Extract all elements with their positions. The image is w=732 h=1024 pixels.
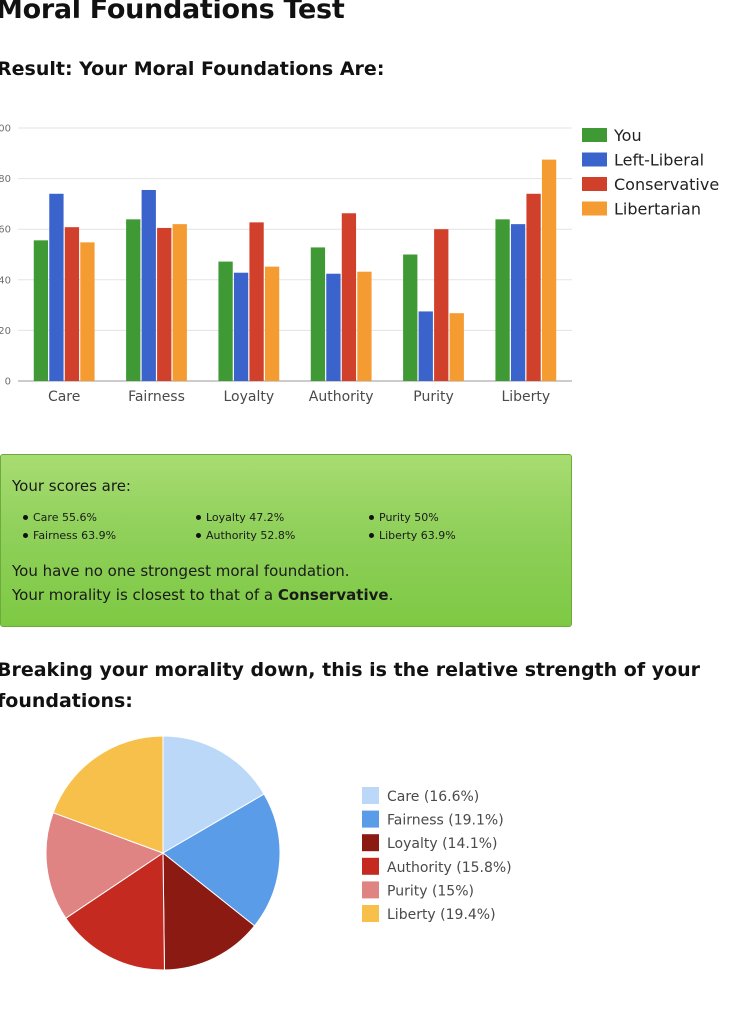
score-list-column: Care 55.6% Fairness 63.9% bbox=[22, 509, 116, 545]
summary-closest-suffix: . bbox=[388, 586, 394, 604]
legend-label-you: You bbox=[613, 126, 642, 145]
bar-libertarian-authority bbox=[357, 271, 372, 381]
pie-legend-label-purity: Purity (15%) bbox=[387, 883, 474, 899]
score-list-column: Loyalty 47.2% Authority 52.8% bbox=[195, 509, 295, 545]
pie-legend-swatch-purity bbox=[362, 881, 379, 899]
bar-libertarian-purity bbox=[449, 313, 464, 381]
summary-closest-group-name: Conservative bbox=[277, 586, 389, 604]
pie-slice-care bbox=[162, 735, 265, 854]
pie-slice-fairness bbox=[162, 793, 281, 927]
score-item-fairness: Fairness 63.9% bbox=[22, 527, 116, 545]
y-tick-label: 80 bbox=[0, 174, 11, 185]
bar-libertarian-care bbox=[80, 242, 95, 381]
pie-legend-swatch-care bbox=[362, 787, 379, 804]
legend-label-conservative: Conservative bbox=[614, 175, 719, 194]
y-tick-label: 0 bbox=[5, 377, 11, 388]
x-tick-label-liberty: Liberty bbox=[501, 389, 550, 405]
pie-slice-loyalty bbox=[162, 851, 256, 971]
x-tick-label-purity: Purity bbox=[413, 389, 454, 405]
bar-chart: 0 20 40 60 80 100 Care Fairness Loyalty Authority… bbox=[0, 124, 719, 406]
bar-you-liberty bbox=[495, 219, 510, 381]
breakdown-heading: Breaking your morality down, this is the… bbox=[0, 655, 700, 717]
bar-left-liberal-purity bbox=[418, 311, 433, 381]
legend-swatch-you bbox=[582, 128, 607, 142]
y-tick-label: 40 bbox=[0, 275, 11, 286]
bar-left-liberal-care bbox=[49, 193, 64, 381]
score-item-care: Care 55.6% bbox=[22, 509, 116, 527]
pie-slice-authority bbox=[65, 852, 165, 971]
score-list-column: Purity 50% Liberty 63.9% bbox=[368, 509, 456, 545]
x-tick-label-fairness: Fairness bbox=[128, 389, 185, 405]
bar-libertarian-fairness bbox=[172, 224, 187, 381]
pie-legend-swatch-authority bbox=[362, 857, 379, 875]
pie-legend-swatch-loyalty bbox=[362, 834, 379, 852]
bar-conservative-loyalty bbox=[249, 222, 264, 381]
bar-conservative-care bbox=[64, 227, 80, 381]
x-tick-label-care: Care bbox=[48, 389, 80, 405]
bar-left-liberal-liberty bbox=[510, 224, 526, 381]
bar-conservative-fairness bbox=[157, 227, 172, 381]
pie-chart: Care (16.6%) Fairness (19.1%) Loyalty (14.… bbox=[45, 735, 512, 971]
bar-conservative-purity bbox=[434, 229, 449, 381]
legend-label-libertarian: Libertarian bbox=[614, 200, 701, 219]
bar-left-liberal-loyalty bbox=[233, 272, 249, 381]
pie-legend-label-loyalty: Loyalty (14.1%) bbox=[387, 836, 498, 852]
bar-left-liberal-authority bbox=[326, 273, 341, 381]
pie-slice-purity bbox=[45, 812, 165, 919]
score-item-liberty: Liberty 63.9% bbox=[368, 527, 456, 545]
score-item-loyalty: Loyalty 47.2% bbox=[195, 509, 295, 527]
score-item-authority: Authority 52.8% bbox=[195, 527, 295, 545]
pie-legend-label-liberty: Liberty (19.4%) bbox=[387, 907, 496, 923]
x-tick-label-loyalty: Loyalty bbox=[224, 389, 275, 405]
bar-libertarian-loyalty bbox=[264, 266, 280, 381]
bar-left-liberal-fairness bbox=[141, 189, 156, 381]
scores-box: Your scores are: Care 55.6% Fairness 63.… bbox=[0, 454, 572, 627]
bar-you-authority bbox=[310, 247, 326, 381]
x-tick-label-authority: Authority bbox=[309, 389, 374, 405]
y-tick-label: 60 bbox=[0, 225, 11, 236]
summary-closest-prefix: Your morality is closest to that of a bbox=[12, 586, 278, 604]
breakdown-heading-line1: Breaking your morality down, this is the… bbox=[0, 659, 701, 681]
breakdown-heading-line2: foundations: bbox=[0, 690, 133, 712]
pie-legend-swatch-fairness bbox=[362, 810, 379, 828]
pie-slice-liberty bbox=[52, 735, 164, 854]
pie-legend-label-care: Care (16.6%) bbox=[387, 789, 479, 805]
summary-strongest-foundation: You have no one strongest moral foundati… bbox=[12, 562, 350, 580]
legend-swatch-left-liberal bbox=[582, 152, 607, 167]
bar-conservative-authority bbox=[341, 213, 357, 381]
bar-you-fairness bbox=[126, 219, 141, 381]
score-item-purity: Purity 50% bbox=[368, 509, 456, 527]
pie-legend-label-fairness: Fairness (19.1%) bbox=[387, 813, 504, 829]
legend-swatch-libertarian bbox=[582, 201, 607, 216]
pie-legend-label-authority: Authority (15.8%) bbox=[387, 860, 512, 876]
bar-you-care bbox=[33, 240, 49, 381]
bar-conservative-liberty bbox=[526, 193, 541, 381]
summary-closest-group: Your morality is closest to that of a Co… bbox=[12, 586, 393, 604]
bar-libertarian-liberty bbox=[541, 159, 557, 381]
legend-label-left-liberal: Left-Liberal bbox=[614, 151, 704, 170]
legend-swatch-conservative bbox=[582, 177, 607, 191]
y-tick-label: 100 bbox=[0, 124, 11, 135]
page-title: Moral Foundations Test bbox=[0, 0, 345, 25]
pie-legend-swatch-liberty bbox=[362, 905, 379, 922]
bar-you-purity bbox=[403, 254, 418, 381]
bar-you-loyalty bbox=[218, 261, 233, 381]
scores-intro: Your scores are: bbox=[12, 477, 131, 495]
result-heading: Result: Your Moral Foundations Are: bbox=[0, 58, 385, 80]
y-tick-label: 20 bbox=[0, 326, 11, 337]
